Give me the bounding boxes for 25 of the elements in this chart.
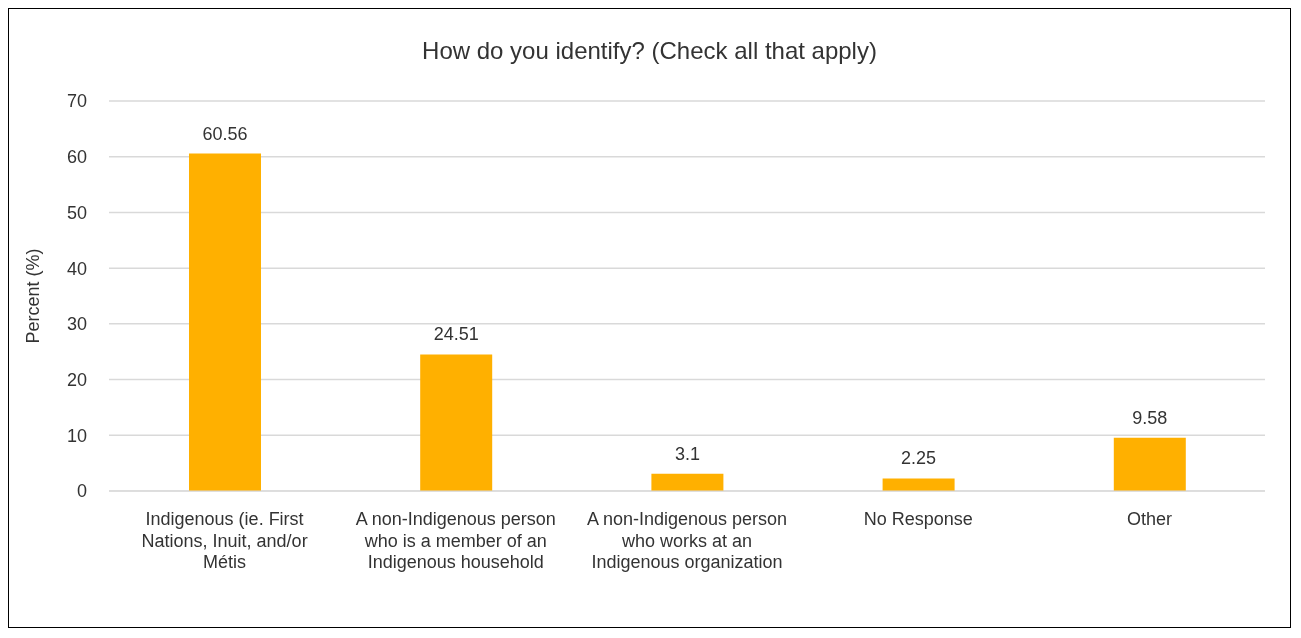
y-tick-label: 60	[66, 147, 87, 168]
x-tick-label: Indigenous (ie. First Nations, Inuit, and/or Métis	[141, 509, 308, 573]
y-axis-title: Percent (%)	[23, 248, 44, 344]
y-tick-label: 20	[66, 369, 87, 390]
x-tick-label: A non-Indigenous person who is a member of an Indigenous household	[355, 509, 556, 573]
bar	[420, 354, 493, 491]
bar	[1113, 437, 1186, 491]
x-tick-label: Other	[1126, 509, 1172, 529]
x-tick-label: A non-Indigenous person who works at an Indigenous organization	[586, 509, 788, 573]
data-label: 9.58	[1132, 407, 1168, 428]
bar	[882, 478, 955, 491]
y-tick-label: 40	[66, 258, 87, 279]
bar	[651, 473, 724, 491]
x-tick-label: No Response	[863, 509, 973, 529]
y-tick-label: 70	[66, 91, 87, 112]
y-tick-label: 30	[66, 314, 87, 335]
y-tick-label: 10	[66, 425, 87, 446]
y-tick-label: 0	[76, 481, 87, 502]
chart-title: How do you identify? (Check all that apply)	[421, 37, 878, 65]
data-label: 60.56	[202, 123, 248, 144]
bar	[189, 153, 261, 491]
data-label: 3.1	[674, 443, 700, 464]
data-label: 24.51	[433, 324, 479, 345]
y-tick-label: 50	[66, 202, 87, 223]
data-label: 2.25	[901, 448, 937, 469]
